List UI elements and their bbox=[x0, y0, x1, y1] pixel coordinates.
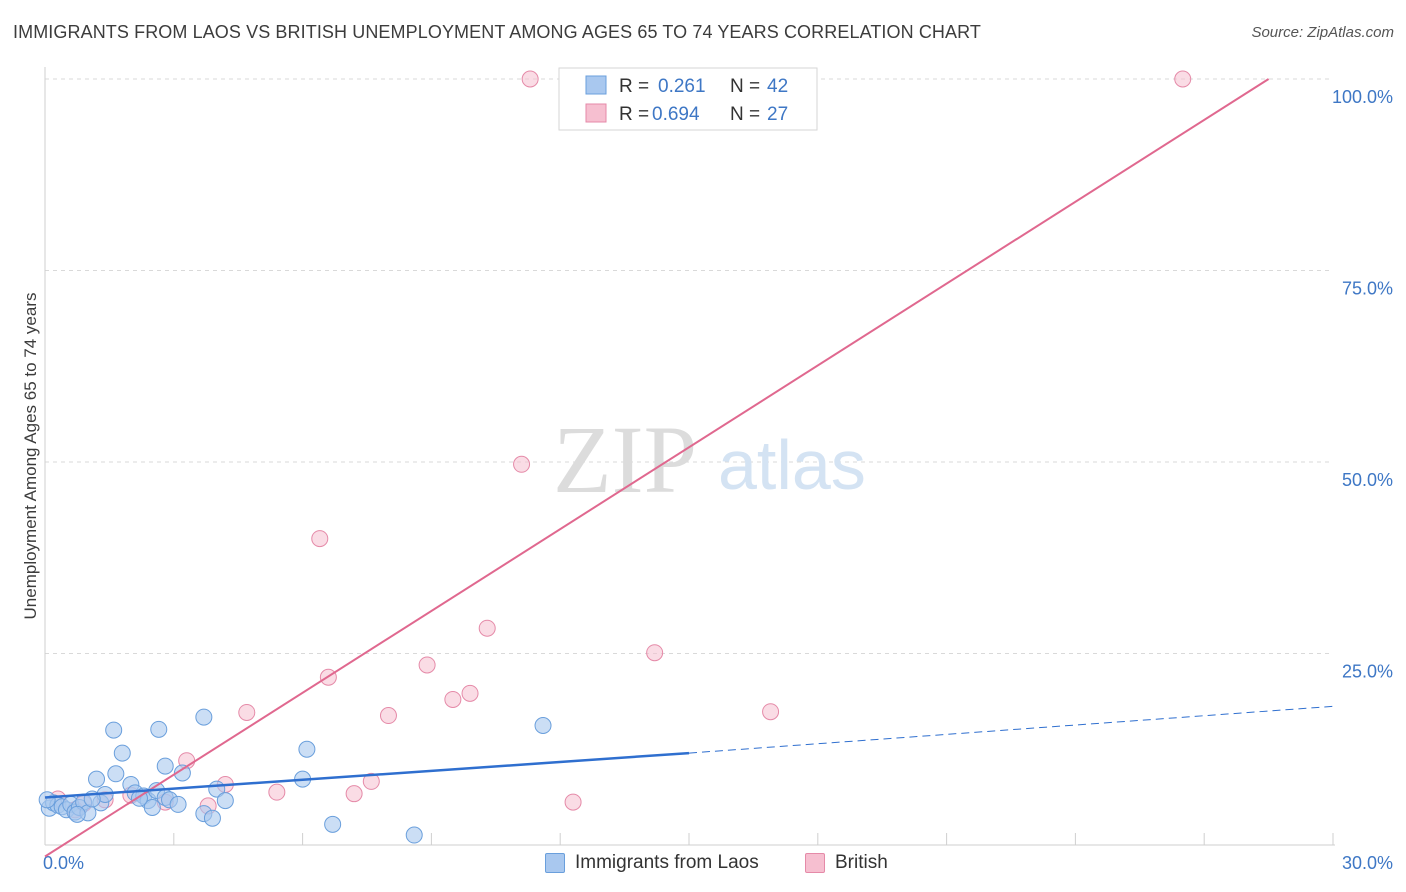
watermark: ZIP atlas bbox=[553, 406, 866, 513]
legend-n-value-laos: 42 bbox=[767, 76, 788, 97]
british-point bbox=[1174, 70, 1192, 88]
british-point bbox=[345, 785, 363, 803]
laos-point bbox=[88, 770, 106, 788]
laos-point bbox=[156, 757, 174, 775]
x-tick-labels: 0.0% 30.0% bbox=[43, 853, 1393, 873]
legend-item-british: British bbox=[805, 852, 888, 874]
legend-r-label-laos: R = bbox=[619, 76, 649, 97]
y-tick-labels: 25.0% 50.0% 75.0% 100.0% bbox=[1332, 87, 1393, 682]
legend-n-value-british: 27 bbox=[767, 104, 788, 125]
laos-trend-line bbox=[44, 751, 690, 799]
x-tick-label-1: 30.0% bbox=[1342, 853, 1393, 873]
legend-item-laos: Immigrants from Laos bbox=[545, 852, 759, 874]
british-point bbox=[379, 707, 397, 725]
laos-point bbox=[38, 791, 56, 809]
british-point bbox=[268, 783, 286, 801]
laos-point bbox=[216, 792, 234, 810]
legend-swatch-british-bottom bbox=[805, 853, 825, 873]
legend-n-label-laos: N = bbox=[730, 76, 760, 97]
legend-label-laos: Immigrants from Laos bbox=[575, 852, 759, 873]
source-label: Source: ZipAtlas.com bbox=[1251, 24, 1394, 41]
series-legend: Immigrants from Laos British bbox=[0, 852, 1406, 876]
laos-point bbox=[203, 809, 221, 827]
y-tick-label-2: 75.0% bbox=[1342, 279, 1393, 299]
laos-point bbox=[169, 795, 187, 813]
stats-legend: R = 0.261 N = 42 R = 0.694 N = 27 bbox=[558, 67, 818, 131]
laos-point bbox=[113, 744, 131, 762]
axes bbox=[44, 67, 1335, 846]
british-point bbox=[564, 793, 582, 811]
british-point bbox=[238, 703, 256, 721]
laos-trend-extension bbox=[688, 705, 1334, 754]
watermark-zip: ZIP bbox=[553, 406, 697, 513]
y-axis-label: Unemployment Among Ages 65 to 74 years bbox=[21, 293, 40, 620]
british-point bbox=[461, 684, 479, 702]
british-point bbox=[646, 644, 664, 662]
legend-r-value-laos: 0.261 bbox=[658, 76, 706, 97]
legend-r-label-british: R = bbox=[619, 104, 649, 125]
british-point bbox=[521, 70, 539, 88]
chart-title: IMMIGRANTS FROM LAOS VS BRITISH UNEMPLOY… bbox=[13, 22, 982, 42]
british-point bbox=[444, 690, 462, 708]
legend-swatch-british bbox=[585, 103, 607, 123]
legend-swatch-laos-bottom bbox=[545, 853, 565, 873]
y-tick-label-1: 50.0% bbox=[1342, 470, 1393, 490]
gridlines bbox=[45, 78, 1333, 654]
laos-point bbox=[150, 720, 168, 738]
british-point bbox=[762, 703, 780, 721]
laos-point bbox=[534, 717, 552, 735]
laos-point bbox=[68, 805, 86, 823]
british-point bbox=[311, 530, 329, 548]
laos-point bbox=[195, 708, 213, 726]
legend-n-label-british: N = bbox=[730, 104, 760, 125]
legend-swatch-laos bbox=[585, 75, 607, 95]
british-point bbox=[513, 455, 531, 473]
laos-point bbox=[143, 798, 161, 816]
laos-point bbox=[298, 740, 316, 758]
british-point bbox=[362, 772, 380, 790]
x-tick-label-0: 0.0% bbox=[43, 853, 84, 873]
legend-label-british: British bbox=[835, 852, 888, 873]
laos-point bbox=[173, 764, 191, 782]
legend-r-value-british: 0.694 bbox=[652, 104, 700, 125]
y-tick-label-0: 25.0% bbox=[1342, 662, 1393, 682]
laos-points bbox=[38, 708, 552, 844]
british-point bbox=[478, 619, 496, 637]
british-point bbox=[418, 656, 436, 674]
laos-point bbox=[107, 765, 125, 783]
laos-point bbox=[324, 815, 342, 833]
watermark-atlas: atlas bbox=[718, 426, 866, 504]
y-tick-label-3: 100.0% bbox=[1332, 87, 1393, 107]
trend-lines bbox=[44, 78, 1334, 858]
british-trend-line bbox=[44, 78, 1270, 858]
laos-point bbox=[405, 826, 423, 844]
laos-point bbox=[105, 721, 123, 739]
